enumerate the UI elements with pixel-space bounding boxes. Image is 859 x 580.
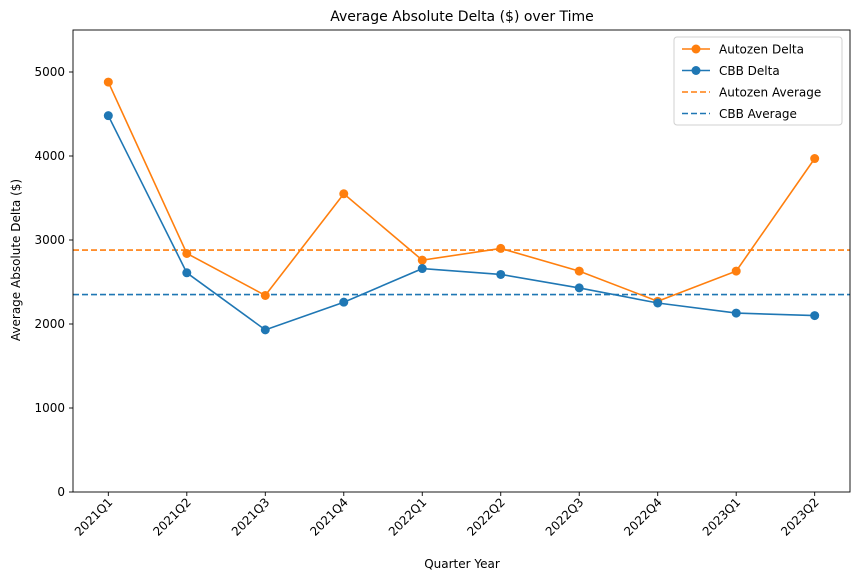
x-tick-label: 2021Q1 [72,495,116,539]
data-point-autozen-2021q2 [182,248,192,258]
data-point-cbb-2022q1 [417,264,427,274]
data-point-cbb-2022q2 [496,269,506,279]
x-tick-label: 2022Q4 [621,495,665,539]
x-tick-label: 2021Q2 [150,495,194,539]
data-point-autozen-2023q2 [810,154,820,164]
data-point-cbb-2022q3 [574,283,584,293]
data-point-cbb-2022q4 [653,298,663,308]
data-point-autozen-2022q1 [417,255,427,265]
plot-frame [72,29,851,493]
data-point-cbb-2023q2 [810,311,820,321]
y-tick-label: 4000 [34,149,65,163]
x-tick-label: 2021Q3 [229,495,273,539]
x-tick-label: 2022Q2 [464,495,508,539]
plot-area [73,77,850,335]
legend-marker-autozen-delta [691,44,701,54]
data-point-autozen-2021q3 [260,290,270,300]
legend-label-autozen-delta: Autozen Delta [719,43,804,57]
x-tick-label: 2023Q1 [700,495,744,539]
series-line-cbb [107,115,815,331]
x-tick-label: 2021Q4 [307,495,351,539]
x-axis-label: Quarter Year [424,557,500,571]
legend-label-cbb-delta: CBB Delta [719,64,780,78]
data-point-cbb-2023q1 [731,308,741,318]
legend-marker-cbb-delta [691,66,701,75]
data-point-cbb-2021q3 [260,325,270,335]
data-point-autozen-2022q3 [574,266,584,276]
y-tick-label: 1000 [34,401,65,415]
legend: Autozen Delta CBB Delta Autozen Average CBB… [673,36,843,126]
y-tick-label: 0 [57,485,65,499]
series-line-autozen [107,81,816,303]
data-point-cbb-2021q4 [339,297,349,307]
data-point-autozen-2021q4 [339,189,349,199]
data-point-autozen-2022q2 [496,243,506,253]
x-tick-label: 2022Q3 [543,495,587,539]
y-axis-label: Average Absolute Delta ($) [9,179,23,341]
data-point-cbb-2021q2 [182,268,192,278]
data-point-autozen-2023q1 [731,266,741,276]
data-point-cbb-2021q1 [103,111,113,121]
x-tick-label: 2023Q2 [778,495,822,539]
legend-label-cbb-average: CBB Average [719,107,797,121]
legend-label-autozen-average: Autozen Average [719,86,821,100]
y-tick-label: 2000 [34,317,65,331]
y-tick-label: 3000 [34,233,65,247]
x-tick-label: 2022Q1 [386,495,430,539]
legend-box [673,36,843,126]
y-tick-label: 5000 [34,65,65,79]
chart-title: Average Absolute Delta ($) over Time [330,9,594,25]
data-point-autozen-2021q1 [103,77,113,87]
